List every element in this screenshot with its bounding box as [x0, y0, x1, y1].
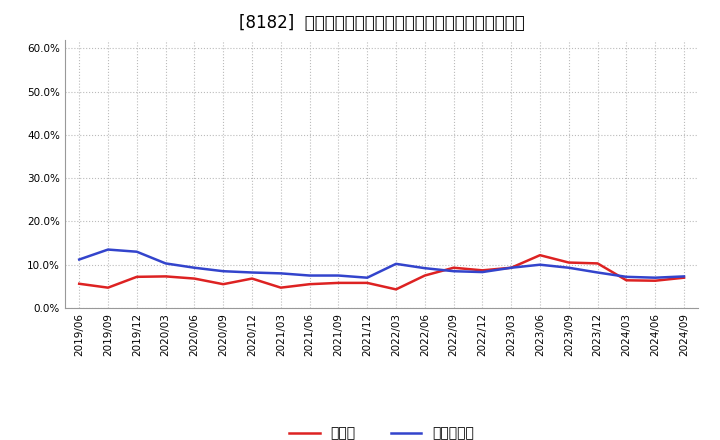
有利子負債: [132, 249, 141, 254]
現預金: [507, 265, 516, 270]
有利子負債: [564, 265, 573, 270]
現預金: [593, 261, 602, 266]
現預金: [75, 281, 84, 286]
現預金: [392, 287, 400, 292]
有利子負債: [190, 265, 199, 270]
現預金: [478, 268, 487, 273]
現預金: [190, 276, 199, 281]
有利子負債: [593, 270, 602, 275]
有利子負債: [680, 274, 688, 279]
有利子負債: [219, 268, 228, 274]
有利子負債: [276, 271, 285, 276]
現預金: [622, 278, 631, 283]
現預金: [248, 276, 256, 281]
現預金: [132, 274, 141, 279]
現預金: [680, 275, 688, 280]
有利子負債: [449, 268, 458, 274]
現預金: [363, 280, 372, 286]
有利子負債: [478, 269, 487, 275]
有利子負債: [161, 261, 170, 266]
現預金: [564, 260, 573, 265]
有利子負債: [536, 262, 544, 268]
有利子負債: [363, 275, 372, 280]
現預金: [219, 282, 228, 287]
現預金: [334, 280, 343, 286]
有利子負債: [507, 265, 516, 270]
現預金: [305, 282, 314, 287]
現預金: [276, 285, 285, 290]
現預金: [420, 273, 429, 278]
有利子負債: [622, 274, 631, 279]
有利子負債: [305, 273, 314, 278]
有利子負債: [104, 247, 112, 252]
有利子負債: [392, 261, 400, 267]
現預金: [104, 285, 112, 290]
有利子負債: [420, 265, 429, 271]
現預金: [651, 278, 660, 283]
有利子負債: [248, 270, 256, 275]
Line: 現預金: 現預金: [79, 255, 684, 290]
有利子負債: [651, 275, 660, 280]
Line: 有利子負債: 有利子負債: [79, 249, 684, 278]
Title: [8182]  現預金、有利子負債の総資産に対する比率の推移: [8182] 現預金、有利子負債の総資産に対する比率の推移: [239, 15, 524, 33]
現預金: [161, 274, 170, 279]
有利子負債: [75, 257, 84, 262]
現預金: [536, 253, 544, 258]
現預金: [449, 265, 458, 270]
有利子負債: [334, 273, 343, 278]
Legend: 現預金, 有利子負債: 現預金, 有利子負債: [289, 427, 474, 440]
